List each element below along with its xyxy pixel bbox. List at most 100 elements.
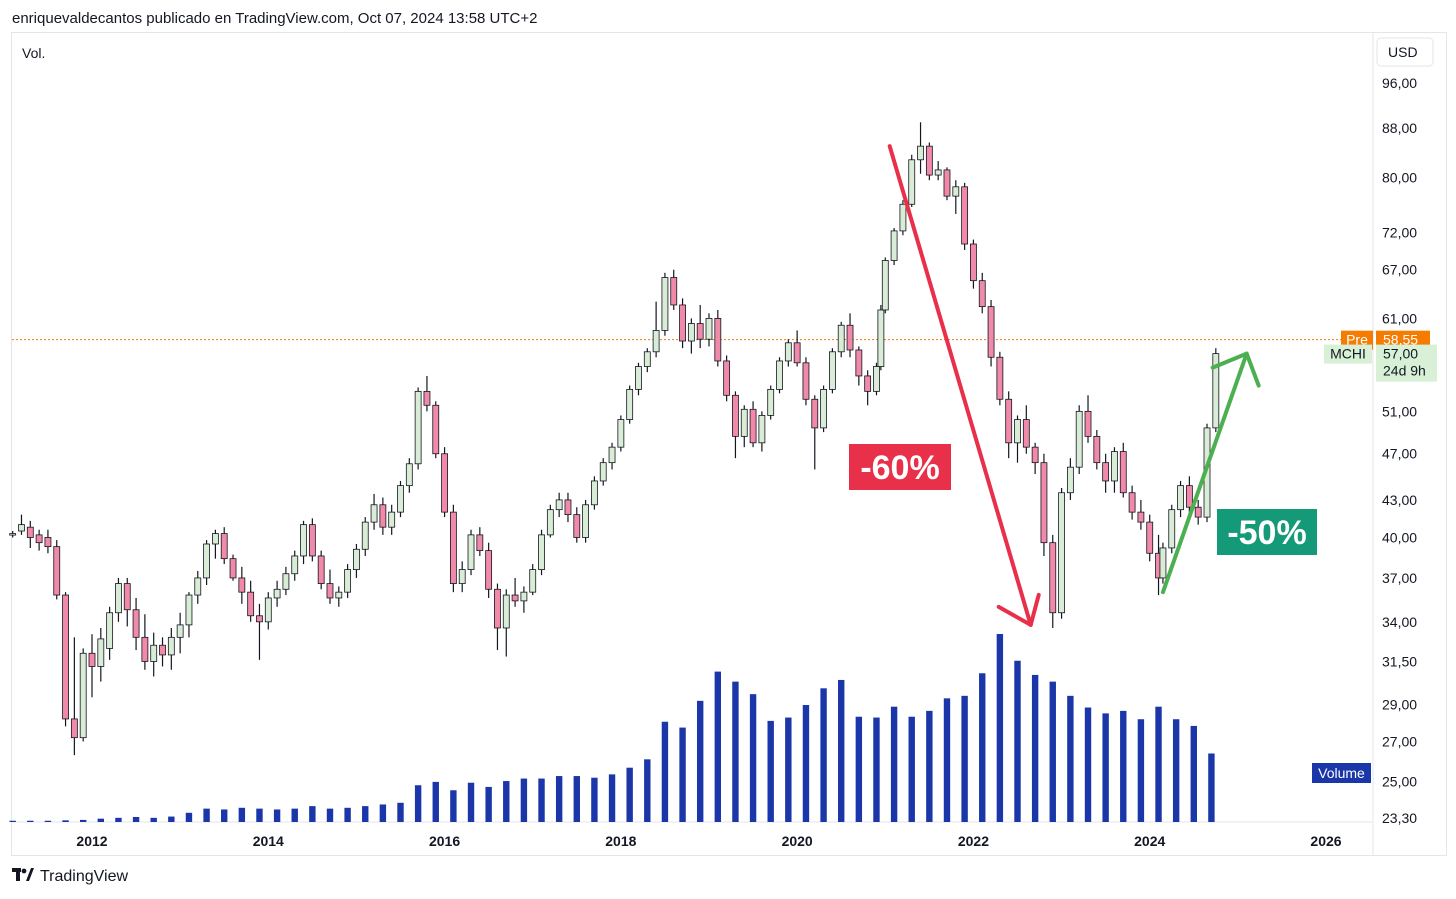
drawdown-label: -60%	[849, 444, 951, 490]
candle	[449, 504, 457, 593]
candle	[1031, 442, 1039, 475]
candle	[1194, 499, 1202, 525]
volume-bar	[79, 819, 87, 822]
candle	[247, 580, 255, 622]
volume-bar	[467, 782, 475, 822]
candle	[855, 346, 863, 386]
candle	[273, 580, 281, 607]
candle	[511, 577, 519, 607]
candle	[502, 589, 510, 657]
candle	[978, 272, 986, 314]
candle	[256, 603, 263, 660]
candle	[308, 518, 316, 562]
candle	[890, 228, 898, 266]
tradingview-logo-icon	[12, 868, 34, 886]
volume-bar	[414, 785, 422, 822]
candle	[934, 161, 942, 181]
volume-bar	[767, 720, 774, 822]
volume-bar	[538, 778, 545, 822]
time-axis[interactable]: 2012 2014 2016 2018 2020 2022 2024 2026	[76, 833, 1341, 849]
candle	[203, 540, 210, 585]
candle	[1119, 442, 1127, 498]
volume-bar	[485, 786, 492, 822]
volume-bar	[27, 820, 34, 822]
volume-bar	[291, 808, 298, 822]
candle	[494, 583, 501, 651]
candle	[97, 627, 105, 682]
volume-indicator-label: Vol.	[22, 45, 45, 61]
candle	[538, 529, 545, 576]
volume-bar	[838, 679, 845, 822]
price-tick-label: 23,30	[1382, 810, 1417, 826]
candle	[555, 492, 563, 518]
price-tick-label: 47,00	[1382, 446, 1417, 462]
candle	[405, 458, 413, 493]
price-tick-label: 29,00	[1382, 696, 1417, 712]
candle	[167, 627, 175, 670]
candle	[53, 540, 61, 600]
price-tick-label: 25,00	[1382, 773, 1417, 789]
volume-bar	[890, 706, 898, 822]
volume-bar	[679, 727, 686, 822]
candle	[776, 357, 783, 394]
candles-layer	[9, 122, 1220, 756]
price-tick-label: 96,00	[1382, 75, 1417, 91]
candle	[591, 476, 598, 510]
svg-text:-60%: -60%	[860, 449, 939, 487]
candle	[414, 387, 422, 470]
candle	[317, 550, 325, 590]
candle	[485, 542, 493, 598]
candle	[573, 507, 581, 543]
volume-bar	[1084, 707, 1092, 822]
volume-bar	[1190, 725, 1197, 822]
candle	[705, 313, 713, 347]
volume-bar	[503, 781, 510, 822]
candle	[925, 142, 933, 181]
candle	[335, 586, 343, 607]
volume-bar	[344, 807, 351, 822]
svg-text:58,55: 58,55	[1383, 332, 1418, 348]
candle	[1159, 542, 1167, 584]
svg-text:57,00: 57,00	[1383, 346, 1418, 362]
candle	[432, 401, 440, 459]
volume-bar	[168, 816, 175, 822]
candle	[740, 405, 748, 448]
volume-bar	[1120, 710, 1127, 822]
volume-bar	[44, 820, 52, 822]
price-tick-label: 51,00	[1382, 403, 1417, 419]
candle	[220, 527, 228, 565]
candle	[626, 385, 634, 424]
volume-bar	[1137, 719, 1145, 822]
volume-bar	[432, 781, 439, 822]
volume-bar	[873, 717, 880, 822]
volume-bar	[9, 820, 16, 822]
candle	[749, 401, 757, 448]
volume-bar	[1172, 719, 1180, 822]
price-tick-label: 43,00	[1382, 492, 1417, 508]
price-tick-label: 67,00	[1382, 262, 1417, 278]
candle	[529, 564, 537, 596]
price-axis[interactable]: USD 96,00 88,00 80,00 72,00 67,00 61,00 51,00 47…	[1376, 37, 1434, 826]
candle	[1128, 485, 1136, 520]
price-tick-label: 80,00	[1382, 170, 1417, 186]
time-tick-label: 2016	[429, 833, 460, 849]
volume-bar	[185, 812, 193, 822]
candle	[635, 362, 642, 396]
volume-bar	[115, 817, 122, 822]
candle	[1075, 405, 1083, 475]
price-tick-label: 61,00	[1382, 310, 1417, 326]
candle	[520, 586, 528, 613]
candle	[996, 351, 1004, 406]
candle	[1102, 453, 1110, 493]
svg-text:24d 9h: 24d 9h	[1383, 363, 1426, 379]
volume-bar	[749, 694, 757, 822]
price-tick-label: 40,00	[1382, 529, 1417, 545]
candle	[899, 200, 907, 236]
recovery-arrow	[1160, 351, 1249, 595]
candle	[908, 154, 916, 208]
candle	[291, 550, 299, 581]
grid-layer	[12, 33, 1374, 856]
candle	[696, 304, 704, 349]
